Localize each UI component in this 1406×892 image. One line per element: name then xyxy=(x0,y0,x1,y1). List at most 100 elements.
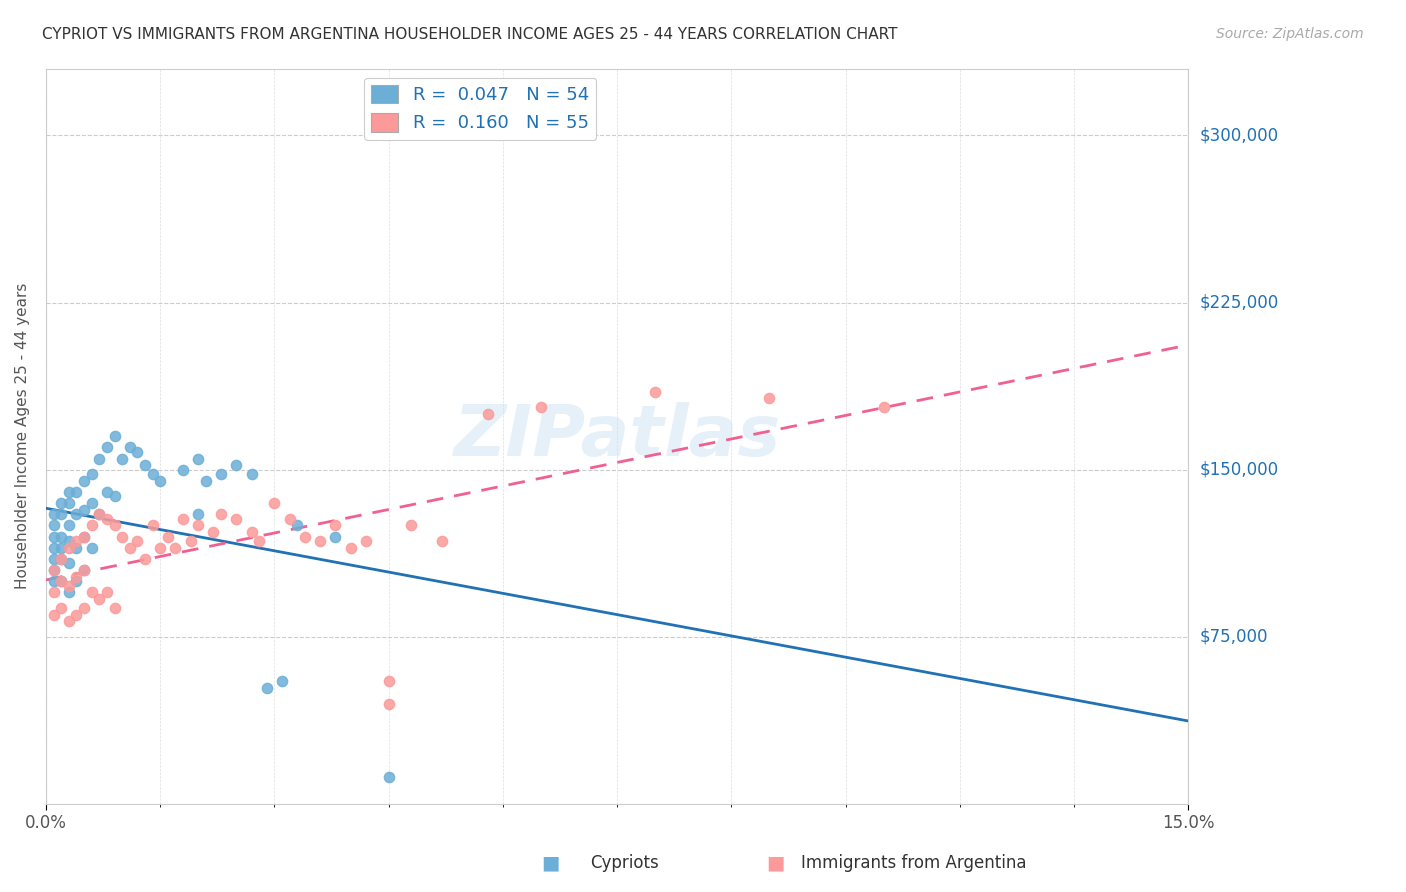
Point xyxy=(96,512,118,526)
Legend: R =  0.047   N = 54, R =  0.160   N = 55: R = 0.047 N = 54, R = 0.160 N = 55 xyxy=(364,78,596,140)
Point xyxy=(73,503,96,517)
Point xyxy=(103,518,125,533)
Point xyxy=(58,518,80,533)
Point xyxy=(42,585,65,599)
Text: ■: ■ xyxy=(766,854,785,872)
Point xyxy=(51,574,73,588)
Text: Immigrants from Argentina: Immigrants from Argentina xyxy=(801,855,1026,872)
Point xyxy=(294,530,316,544)
Point xyxy=(73,474,96,488)
Text: $150,000: $150,000 xyxy=(1199,460,1278,479)
Point xyxy=(278,512,301,526)
Point xyxy=(111,530,134,544)
Point xyxy=(180,534,202,549)
Point xyxy=(89,451,111,466)
Text: $75,000: $75,000 xyxy=(1199,628,1268,646)
Point xyxy=(51,574,73,588)
Point xyxy=(225,458,247,473)
Point xyxy=(51,508,73,522)
Point xyxy=(73,563,96,577)
Point xyxy=(323,518,346,533)
Point xyxy=(401,518,423,533)
Text: ZIPatlas: ZIPatlas xyxy=(453,401,780,471)
Point xyxy=(477,407,499,421)
Text: CYPRIOT VS IMMIGRANTS FROM ARGENTINA HOUSEHOLDER INCOME AGES 25 - 44 YEARS CORRE: CYPRIOT VS IMMIGRANTS FROM ARGENTINA HOU… xyxy=(42,27,897,42)
Point xyxy=(209,467,232,482)
Point xyxy=(111,451,134,466)
Point xyxy=(271,674,294,689)
Point xyxy=(127,534,149,549)
Point xyxy=(530,401,553,415)
Point xyxy=(172,463,194,477)
Point xyxy=(65,607,87,622)
Point xyxy=(172,512,194,526)
Point xyxy=(118,441,141,455)
Point xyxy=(127,445,149,459)
Point xyxy=(256,681,278,695)
Point xyxy=(240,467,263,482)
Point xyxy=(134,551,156,566)
Point xyxy=(80,585,103,599)
Point xyxy=(58,485,80,500)
Point xyxy=(58,541,80,555)
Y-axis label: Householder Income Ages 25 - 44 years: Householder Income Ages 25 - 44 years xyxy=(15,283,30,590)
Point xyxy=(285,518,308,533)
Point xyxy=(80,467,103,482)
Point xyxy=(51,530,73,544)
Point xyxy=(65,485,87,500)
Point xyxy=(80,541,103,555)
Point xyxy=(187,451,209,466)
Point xyxy=(263,496,285,510)
Point xyxy=(323,530,346,544)
Point xyxy=(103,429,125,443)
Point xyxy=(42,574,65,588)
Point xyxy=(58,556,80,570)
Point xyxy=(65,569,87,583)
Point xyxy=(42,530,65,544)
Point xyxy=(42,508,65,522)
Point xyxy=(202,525,225,540)
Point xyxy=(142,467,165,482)
Point xyxy=(73,600,96,615)
Point xyxy=(339,541,361,555)
Point xyxy=(51,551,73,566)
Point xyxy=(89,591,111,606)
Point xyxy=(209,508,232,522)
Point xyxy=(156,530,179,544)
Point xyxy=(51,600,73,615)
Point xyxy=(58,578,80,592)
Point xyxy=(134,458,156,473)
Point xyxy=(42,551,65,566)
Point xyxy=(240,525,263,540)
Point xyxy=(872,401,894,415)
Point xyxy=(165,541,187,555)
Point xyxy=(377,697,399,711)
Point xyxy=(142,518,165,533)
Point xyxy=(309,534,332,549)
Point xyxy=(65,541,87,555)
Point xyxy=(51,496,73,510)
Point xyxy=(42,518,65,533)
Point xyxy=(80,518,103,533)
Point xyxy=(149,474,172,488)
Point xyxy=(187,508,209,522)
Point xyxy=(247,534,270,549)
Point xyxy=(58,585,80,599)
Point xyxy=(118,541,141,555)
Point xyxy=(73,530,96,544)
Point xyxy=(42,541,65,555)
Point xyxy=(51,541,73,555)
Point xyxy=(194,474,217,488)
Point xyxy=(377,674,399,689)
Point xyxy=(103,600,125,615)
Point xyxy=(42,607,65,622)
Point xyxy=(58,534,80,549)
Text: Cypriots: Cypriots xyxy=(591,855,659,872)
Text: ■: ■ xyxy=(541,854,560,872)
Point xyxy=(89,508,111,522)
Point xyxy=(65,508,87,522)
Point xyxy=(89,508,111,522)
Point xyxy=(96,485,118,500)
Point xyxy=(354,534,377,549)
Text: $225,000: $225,000 xyxy=(1199,293,1278,311)
